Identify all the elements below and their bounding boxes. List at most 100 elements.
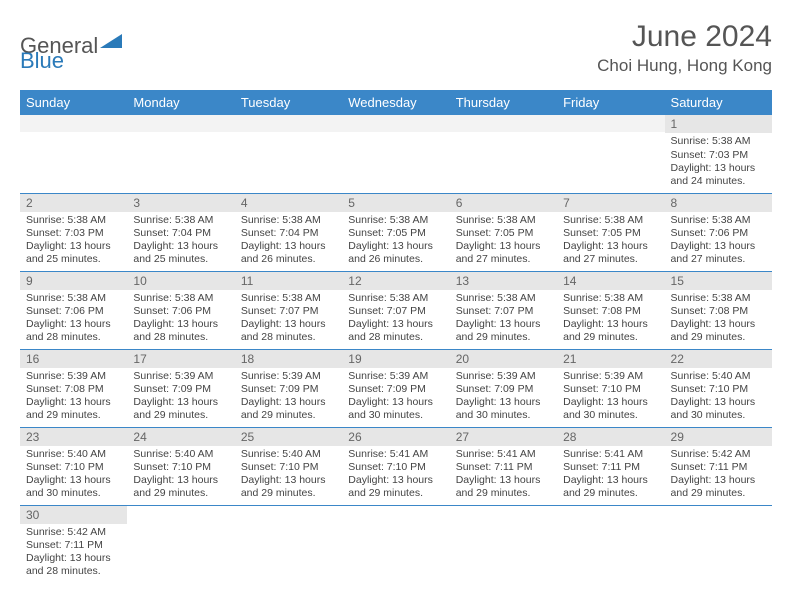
logo-text-2: Blue: [20, 48, 64, 74]
daylight-text-1: Daylight: 13 hours: [671, 474, 766, 487]
sunset-text: Sunset: 7:10 PM: [26, 461, 121, 474]
weekday-header: Tuesday: [235, 90, 342, 115]
day-number: 24: [127, 428, 234, 446]
daylight-text-2: and 29 minutes.: [671, 487, 766, 500]
sunrise-text: Sunrise: 5:42 AM: [26, 526, 121, 539]
sunrise-text: Sunrise: 5:39 AM: [348, 370, 443, 383]
daylight-text-2: and 29 minutes.: [133, 487, 228, 500]
daylight-text-1: Daylight: 13 hours: [456, 396, 551, 409]
sunrise-text: Sunrise: 5:39 AM: [26, 370, 121, 383]
day-body: Sunrise: 5:38 AMSunset: 7:05 PMDaylight:…: [342, 212, 449, 271]
sunrise-text: Sunrise: 5:39 AM: [456, 370, 551, 383]
calendar-cell: [235, 115, 342, 193]
day-number: 17: [127, 350, 234, 368]
sunset-text: Sunset: 7:03 PM: [671, 149, 766, 162]
day-body: Sunrise: 5:41 AMSunset: 7:10 PMDaylight:…: [342, 446, 449, 505]
sunrise-text: Sunrise: 5:38 AM: [563, 214, 658, 227]
day-number: 30: [20, 506, 127, 524]
daylight-text-1: Daylight: 13 hours: [348, 396, 443, 409]
empty-day-bar: [235, 115, 342, 132]
day-number: 25: [235, 428, 342, 446]
day-number: 4: [235, 194, 342, 212]
day-body: Sunrise: 5:38 AMSunset: 7:04 PMDaylight:…: [235, 212, 342, 271]
sunset-text: Sunset: 7:06 PM: [133, 305, 228, 318]
daylight-text-1: Daylight: 13 hours: [241, 396, 336, 409]
daylight-text-1: Daylight: 13 hours: [456, 240, 551, 253]
day-number: 29: [665, 428, 772, 446]
sunset-text: Sunset: 7:10 PM: [241, 461, 336, 474]
sunrise-text: Sunrise: 5:41 AM: [348, 448, 443, 461]
location: Choi Hung, Hong Kong: [597, 56, 772, 76]
calendar-cell: 16Sunrise: 5:39 AMSunset: 7:08 PMDayligh…: [20, 349, 127, 427]
calendar-cell: 18Sunrise: 5:39 AMSunset: 7:09 PMDayligh…: [235, 349, 342, 427]
daylight-text-1: Daylight: 13 hours: [563, 318, 658, 331]
calendar-cell: [557, 115, 664, 193]
daylight-text-1: Daylight: 13 hours: [563, 240, 658, 253]
calendar-cell: 14Sunrise: 5:38 AMSunset: 7:08 PMDayligh…: [557, 271, 664, 349]
weekday-header-row: Sunday Monday Tuesday Wednesday Thursday…: [20, 90, 772, 115]
calendar-cell: [342, 505, 449, 583]
day-body: Sunrise: 5:39 AMSunset: 7:09 PMDaylight:…: [127, 368, 234, 427]
calendar-row: 1Sunrise: 5:38 AMSunset: 7:03 PMDaylight…: [20, 115, 772, 193]
calendar-cell: 26Sunrise: 5:41 AMSunset: 7:10 PMDayligh…: [342, 427, 449, 505]
day-number: 23: [20, 428, 127, 446]
sunrise-text: Sunrise: 5:40 AM: [241, 448, 336, 461]
sunset-text: Sunset: 7:08 PM: [563, 305, 658, 318]
day-body: Sunrise: 5:38 AMSunset: 7:07 PMDaylight:…: [342, 290, 449, 349]
weekday-header: Thursday: [450, 90, 557, 115]
day-body: Sunrise: 5:38 AMSunset: 7:05 PMDaylight:…: [557, 212, 664, 271]
day-number: 26: [342, 428, 449, 446]
daylight-text-2: and 30 minutes.: [456, 409, 551, 422]
calendar-cell: 1Sunrise: 5:38 AMSunset: 7:03 PMDaylight…: [665, 115, 772, 193]
daylight-text-2: and 25 minutes.: [26, 253, 121, 266]
sunset-text: Sunset: 7:08 PM: [671, 305, 766, 318]
sunset-text: Sunset: 7:06 PM: [26, 305, 121, 318]
day-body: Sunrise: 5:38 AMSunset: 7:07 PMDaylight:…: [450, 290, 557, 349]
calendar-cell: 20Sunrise: 5:39 AMSunset: 7:09 PMDayligh…: [450, 349, 557, 427]
calendar-row: 9Sunrise: 5:38 AMSunset: 7:06 PMDaylight…: [20, 271, 772, 349]
sunrise-text: Sunrise: 5:41 AM: [563, 448, 658, 461]
calendar-cell: 28Sunrise: 5:41 AMSunset: 7:11 PMDayligh…: [557, 427, 664, 505]
sunset-text: Sunset: 7:10 PM: [671, 383, 766, 396]
day-number: 28: [557, 428, 664, 446]
day-number: 19: [342, 350, 449, 368]
day-body: Sunrise: 5:40 AMSunset: 7:10 PMDaylight:…: [127, 446, 234, 505]
sunrise-text: Sunrise: 5:38 AM: [563, 292, 658, 305]
day-body: Sunrise: 5:42 AMSunset: 7:11 PMDaylight:…: [20, 524, 127, 583]
sunrise-text: Sunrise: 5:38 AM: [26, 292, 121, 305]
weekday-header: Monday: [127, 90, 234, 115]
sunset-text: Sunset: 7:05 PM: [456, 227, 551, 240]
calendar-row: 2 Sunrise: 5:38 AM Sunset: 7:03 PM Daylight…: [20, 193, 772, 271]
daylight-text-2: and 29 minutes.: [563, 331, 658, 344]
calendar-cell: 12Sunrise: 5:38 AMSunset: 7:07 PMDayligh…: [342, 271, 449, 349]
daylight-text-1: Daylight: 13 hours: [348, 474, 443, 487]
sunset-text: Sunset: 7:08 PM: [26, 383, 121, 396]
calendar-cell: 3Sunrise: 5:38 AMSunset: 7:04 PMDaylight…: [127, 193, 234, 271]
sunset-text: Sunset: 7:09 PM: [456, 383, 551, 396]
sunset-text: Sunset: 7:03 PM: [26, 227, 121, 240]
sunset-text: Sunset: 7:09 PM: [133, 383, 228, 396]
sunrise-text: Sunrise: 5:40 AM: [133, 448, 228, 461]
sunrise-text: Sunrise: 5:38 AM: [671, 214, 766, 227]
daylight-text-2: and 27 minutes.: [563, 253, 658, 266]
day-number: 15: [665, 272, 772, 290]
sunrise-text: Sunrise: 5:39 AM: [133, 370, 228, 383]
sunrise-text: Sunrise: 5:38 AM: [671, 292, 766, 305]
day-number: 27: [450, 428, 557, 446]
daylight-text-1: Daylight: 13 hours: [671, 318, 766, 331]
calendar-cell: [20, 115, 127, 193]
calendar-cell: 10Sunrise: 5:38 AMSunset: 7:06 PMDayligh…: [127, 271, 234, 349]
daylight-text-1: Daylight: 13 hours: [133, 318, 228, 331]
sunset-text: Sunset: 7:06 PM: [671, 227, 766, 240]
weekday-header: Friday: [557, 90, 664, 115]
day-body: Sunrise: 5:41 AMSunset: 7:11 PMDaylight:…: [450, 446, 557, 505]
daylight-text-1: Daylight: 13 hours: [241, 318, 336, 331]
day-number: 5: [342, 194, 449, 212]
empty-day-bar: [450, 115, 557, 132]
empty-day-bar: [342, 115, 449, 132]
day-number: 2: [20, 194, 127, 212]
daylight-text-2: and 29 minutes.: [456, 331, 551, 344]
day-number: 6: [450, 194, 557, 212]
day-number: 7: [557, 194, 664, 212]
day-number: 1: [665, 115, 772, 133]
